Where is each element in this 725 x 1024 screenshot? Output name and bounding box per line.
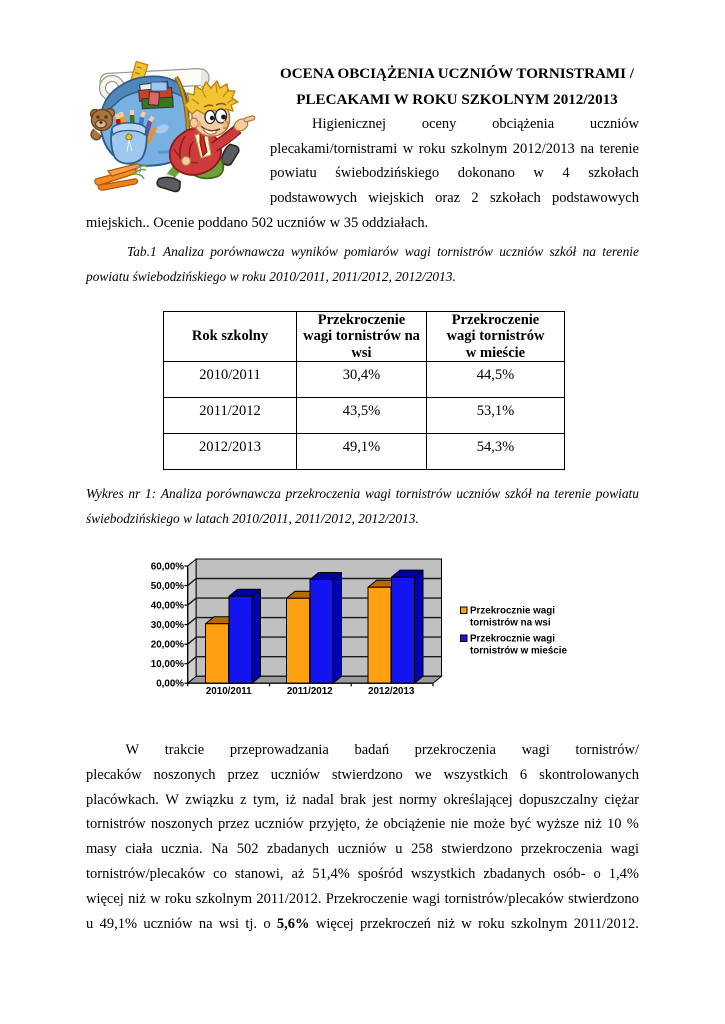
svg-text:Przekrocznie wagi: Przekrocznie wagi xyxy=(470,634,555,645)
svg-text:40,00%: 40,00% xyxy=(151,601,185,612)
svg-text:tornistrów w mieście: tornistrów w mieście xyxy=(470,646,567,657)
svg-text:0,00%: 0,00% xyxy=(156,679,184,690)
svg-text:Przekrocznie wagi: Przekrocznie wagi xyxy=(470,606,555,617)
svg-text:2010/2011: 2010/2011 xyxy=(206,686,252,697)
svg-text:10,00%: 10,00% xyxy=(151,659,185,670)
svg-text:60,00%: 60,00% xyxy=(151,561,185,572)
svg-text:30,00%: 30,00% xyxy=(151,620,185,631)
svg-text:50,00%: 50,00% xyxy=(151,581,185,592)
svg-text:tornistrów na wsi: tornistrów na wsi xyxy=(470,618,551,629)
svg-text:2012/2013: 2012/2013 xyxy=(368,686,415,697)
svg-text:20,00%: 20,00% xyxy=(151,640,185,651)
svg-text:2011/2012: 2011/2012 xyxy=(287,686,333,697)
